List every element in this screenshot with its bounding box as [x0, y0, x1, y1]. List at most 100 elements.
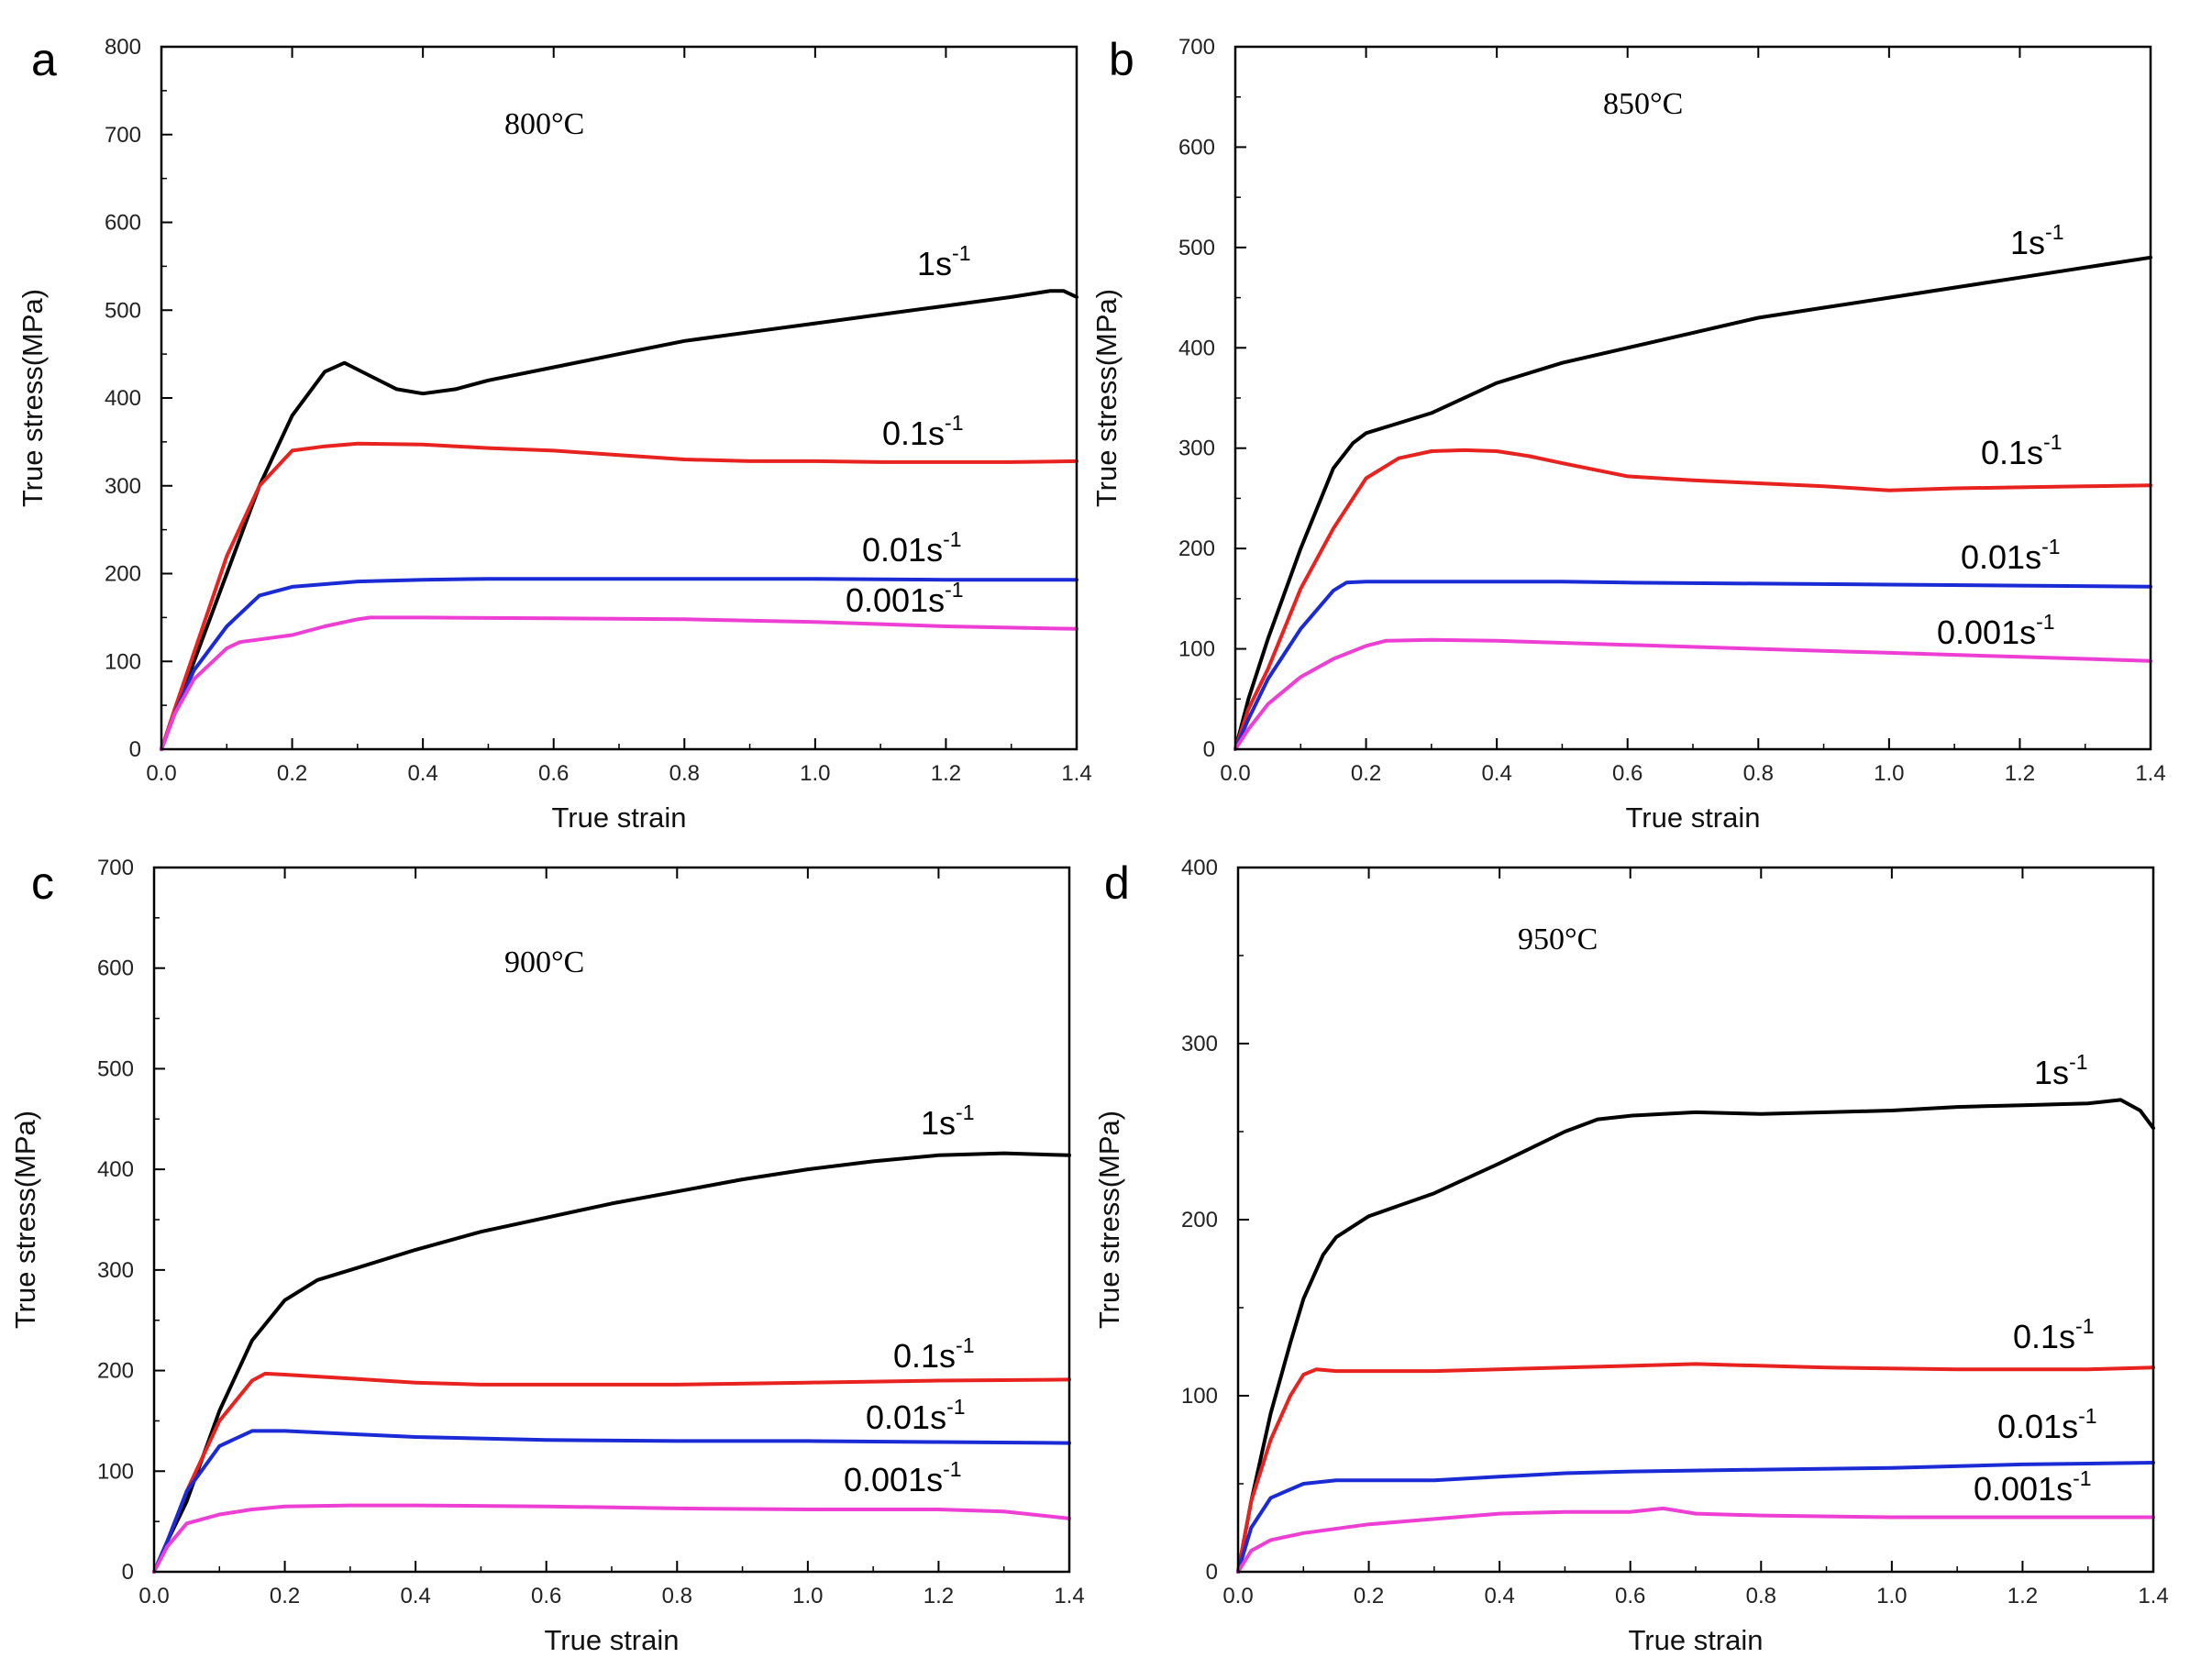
chart-panel-b: 0.0 0.2 0.4 0.6 0.8 1.0 1.2 1.4 0 100 200 300 400 500…: [1090, 34, 2166, 834]
chart-panel-d: 0.0 0.2 0.4 0.6 0.8 1.0 1.2 1.4 0 100 200 300 400 Tru…: [1093, 856, 2169, 1656]
y-tick-label: 800: [105, 35, 141, 60]
y-tick-label: 0: [1203, 737, 1215, 762]
series-label-b-1: 0.1s-1: [1981, 430, 2063, 471]
x-tick-label: 0.4: [400, 1584, 430, 1608]
x-tick-label: 1.4: [1054, 1584, 1084, 1608]
series-label-c-3: 0.001s-1: [844, 1457, 962, 1498]
y-tick-label: 400: [1181, 856, 1218, 880]
y-axis-title: True stress(MPa): [9, 1111, 41, 1329]
series-label-a-3: 0.001s-1: [846, 578, 964, 619]
y-tick-label: 0: [122, 1560, 134, 1585]
series-label-c-2: 0.01s-1: [866, 1395, 966, 1436]
panel-letter: c: [31, 857, 54, 909]
temperature-label: 900°C: [504, 945, 584, 979]
y-tick-label: 100: [1181, 1384, 1218, 1409]
x-tick-label: 0.2: [1354, 1584, 1384, 1608]
chart-panel-a: 0.0 0.2 0.4 0.6 0.8 1.0 1.2 1.4 0 100 200 300 400 500…: [17, 34, 1092, 834]
series-line-c-0: [152, 1151, 1071, 1574]
y-axis-title: True stress(MPa): [1090, 289, 1123, 507]
y-axis-title: True stress(MPa): [1093, 1111, 1125, 1329]
x-tick-label: 0.0: [1222, 1584, 1253, 1608]
y-tick-label: 600: [1178, 135, 1215, 160]
y-tick-label: 200: [1181, 1208, 1218, 1232]
y-tick-label: 600: [97, 956, 134, 981]
x-tick-label: 1.4: [2135, 761, 2165, 786]
x-tick-label: 1.2: [2008, 1584, 2038, 1608]
series-line-c-3: [152, 1503, 1071, 1574]
series-line-b-1: [1233, 448, 2152, 751]
series-line-a-2: [160, 577, 1078, 751]
series-label-b-3: 0.001s-1: [1937, 610, 2055, 651]
plot-frame: [160, 45, 1078, 751]
x-axis-title: True strain: [1628, 1624, 1763, 1656]
series-line-c-2: [152, 1429, 1071, 1574]
series-line-a-3: [160, 615, 1078, 751]
y-tick-label: 100: [105, 649, 141, 674]
y-tick-label: 200: [105, 562, 141, 587]
x-tick-label: 1.0: [792, 1584, 823, 1608]
x-tick-label: 0.6: [1615, 1584, 1645, 1608]
y-axis-title: True stress(MPa): [17, 289, 49, 507]
series-line-d-0: [1236, 1098, 2155, 1574]
series-label-d-3: 0.001s-1: [1974, 1466, 2092, 1508]
x-tick-label: 0.6: [1612, 761, 1642, 786]
y-tick-label: 100: [1178, 637, 1215, 662]
series-label-a-2: 0.01s-1: [862, 527, 962, 569]
panel-letter: d: [1104, 857, 1130, 909]
x-tick-label: 1.0: [1874, 761, 1904, 786]
x-tick-label: 0.2: [277, 761, 307, 786]
temperature-label: 850°C: [1603, 87, 1683, 121]
x-tick-label: 0.0: [1220, 761, 1250, 786]
x-tick-label: 0.0: [146, 761, 176, 786]
panel-letter: b: [1109, 34, 1134, 85]
y-tick-label: 400: [1178, 336, 1215, 360]
series-line-d-3: [1236, 1506, 2155, 1574]
panel-letter: a: [31, 34, 57, 85]
x-tick-label: 0.8: [669, 761, 700, 786]
series-label-b-0: 1s-1: [2010, 220, 2063, 261]
y-tick-label: 200: [1178, 536, 1215, 561]
temperature-label: 800°C: [504, 107, 584, 141]
series-line-a-1: [160, 441, 1078, 751]
series-label-a-0: 1s-1: [917, 241, 970, 282]
series-line-c-1: [152, 1371, 1071, 1574]
series-line-d-1: [1236, 1362, 2155, 1574]
y-tick-label: 700: [1178, 35, 1215, 60]
x-tick-label: 1.2: [931, 761, 961, 786]
x-axis-title: True strain: [1625, 801, 1760, 834]
series-label-c-0: 1s-1: [921, 1100, 974, 1142]
y-tick-label: 400: [105, 386, 141, 411]
y-tick-label: 200: [97, 1359, 134, 1384]
series-label-d-2: 0.01s-1: [1997, 1404, 2097, 1445]
y-tick-label: 400: [97, 1157, 134, 1182]
x-tick-label: 1.0: [1876, 1584, 1907, 1608]
series-label-b-2: 0.01s-1: [1961, 535, 2061, 576]
x-tick-label: 0.4: [1481, 761, 1511, 786]
x-tick-label: 0.8: [662, 1584, 692, 1608]
series-line-a-0: [160, 289, 1078, 751]
y-tick-label: 300: [105, 474, 141, 499]
x-tick-label: 0.6: [538, 761, 569, 786]
x-tick-label: 1.0: [800, 761, 830, 786]
series-line-b-3: [1233, 637, 2152, 751]
y-tick-label: 700: [97, 856, 134, 880]
x-tick-label: 0.8: [1743, 761, 1774, 786]
series-line-b-2: [1233, 580, 2152, 751]
series-label-d-1: 0.1s-1: [2013, 1314, 2095, 1355]
x-tick-label: 0.4: [407, 761, 437, 786]
chart-panel-c: 0.0 0.2 0.4 0.6 0.8 1.0 1.2 1.4 0 100 200 300 400 500…: [9, 856, 1085, 1656]
series-line-d-2: [1236, 1461, 2155, 1574]
x-tick-label: 1.2: [924, 1584, 954, 1608]
x-tick-label: 0.4: [1484, 1584, 1514, 1608]
series-line-b-0: [1233, 255, 2152, 751]
x-axis-title: True strain: [551, 801, 686, 834]
y-tick-label: 0: [1206, 1560, 1218, 1585]
x-tick-label: 0.2: [270, 1584, 300, 1608]
y-tick-label: 0: [129, 737, 141, 762]
x-tick-label: 0.0: [138, 1584, 169, 1608]
y-tick-label: 700: [105, 123, 141, 148]
y-tick-label: 500: [97, 1056, 134, 1081]
series-label-a-1: 0.1s-1: [882, 411, 964, 452]
temperature-label: 950°C: [1518, 923, 1598, 956]
